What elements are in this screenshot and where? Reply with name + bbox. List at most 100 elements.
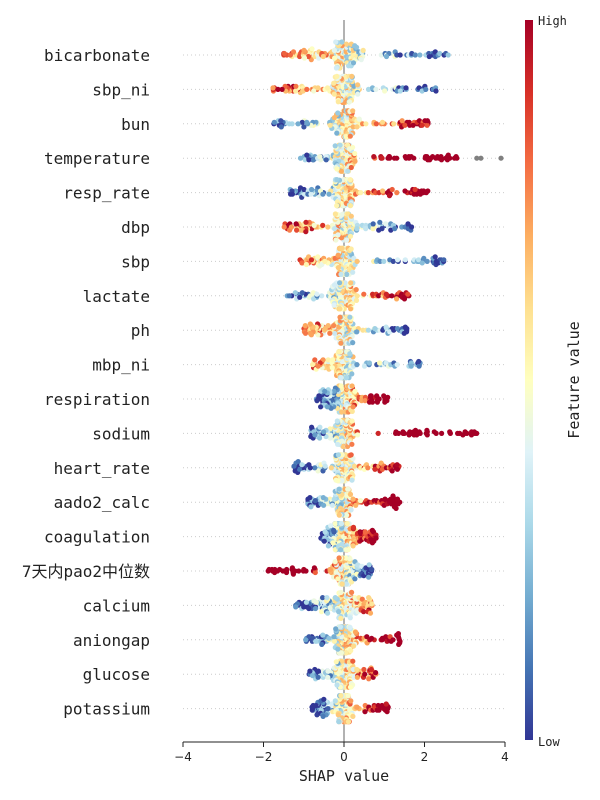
data-point [336,609,342,615]
data-point [353,502,359,508]
data-point [353,297,360,303]
data-point [301,186,307,193]
data-point [293,604,299,610]
data-point [423,86,429,92]
data-point [335,478,341,484]
data-point [302,323,308,329]
data-point [368,666,374,673]
data-point [355,82,361,88]
data-point [331,388,337,394]
data-point [307,321,313,327]
data-point [354,124,360,130]
data-point [354,226,360,232]
data-point [350,269,356,275]
data-point [350,124,356,130]
data-point [322,388,328,394]
data-point [383,701,389,707]
data-point [350,404,356,410]
data-point [306,157,312,163]
data-point [306,634,312,640]
data-point [303,637,309,643]
data-point [311,296,317,302]
data-point [337,280,343,286]
data-point [331,330,338,336]
data-point [402,257,408,263]
data-point [345,693,351,699]
data-point [373,535,379,541]
data-point [311,565,317,571]
data-point [360,47,366,54]
data-point [377,360,383,366]
data-point [322,463,328,469]
data-point [331,91,337,97]
data-point [369,399,376,405]
data-point [291,463,297,469]
data-point [304,119,310,125]
data-point [309,186,315,193]
data-point [419,122,425,128]
data-point [314,398,320,404]
data-point [332,595,338,601]
data-point [402,122,408,128]
data-point [338,521,345,527]
data-point [349,73,355,79]
data-point [331,302,337,308]
data-point [387,329,393,335]
data-point [347,624,353,631]
data-point [338,340,344,346]
data-point [359,596,365,602]
data-point [343,375,349,381]
data-point [324,595,330,601]
data-point [335,576,341,582]
data-point [320,53,326,60]
data-point [389,468,395,474]
data-point [416,358,422,365]
colorbar-title: Feature value [565,321,583,438]
data-point [336,555,342,561]
data-point [331,80,337,86]
data-point [281,50,287,57]
data-point [395,631,401,637]
data-point [336,512,342,518]
data-point [392,226,398,232]
feature-label: aado2_calc [54,493,150,512]
data-point [309,424,315,430]
data-point [334,418,340,424]
data-point [338,375,344,381]
x-tick-label: −4 [174,750,192,764]
feature-label: ph [131,321,150,340]
x-axis: −4 −2 0 2 4 SHAP value [174,741,509,785]
data-point [312,605,319,612]
data-point [345,486,351,492]
data-point [350,543,356,549]
data-point [362,398,368,404]
data-point [278,118,284,124]
data-point [382,88,388,94]
data-point [380,188,386,194]
data-point [349,589,355,596]
data-point [370,291,376,297]
data-point [388,227,394,233]
data-point [348,246,354,252]
feature-label: respiration [44,390,150,409]
data-point [335,441,341,447]
data-point [333,39,339,45]
data-point [354,674,360,680]
data-point [277,566,283,573]
data-point [365,86,372,92]
data-point [408,363,414,369]
data-point [299,290,305,296]
data-point [416,429,422,435]
data-point [424,122,430,128]
data-point [301,47,307,54]
data-point [308,191,314,197]
data-point [310,157,317,163]
data-point [347,314,353,320]
data-point [311,88,317,94]
data-point [394,466,400,472]
data-point [348,507,354,513]
feature-label: coagulation [44,528,150,547]
feature-label: glucose [83,665,150,684]
